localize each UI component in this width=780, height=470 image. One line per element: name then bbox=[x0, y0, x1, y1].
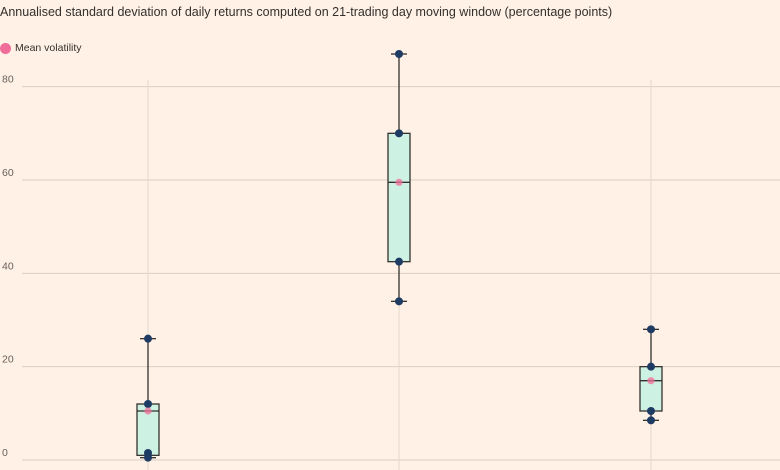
legend: Mean volatility bbox=[0, 42, 82, 54]
data-point bbox=[647, 325, 655, 334]
data-point bbox=[395, 257, 403, 266]
y-axis: 0 20 40 60 80 bbox=[2, 74, 14, 459]
data-point bbox=[647, 407, 655, 415]
y-tick-label: 40 bbox=[2, 260, 14, 272]
box-3 bbox=[639, 325, 663, 425]
box-rect bbox=[387, 132, 411, 263]
mean-point bbox=[395, 178, 403, 186]
chart-subtitle: Annualised standard deviation of daily r… bbox=[0, 5, 613, 19]
data-point bbox=[395, 297, 403, 306]
data-point bbox=[647, 362, 655, 371]
data-point bbox=[395, 129, 403, 138]
box-rect bbox=[639, 366, 663, 412]
y-tick-label: 80 bbox=[2, 74, 14, 86]
data-point bbox=[395, 50, 403, 58]
mean-point bbox=[144, 407, 152, 415]
legend-label-mean: Mean volatility bbox=[15, 42, 82, 54]
y-tick-label: 0 bbox=[2, 447, 8, 459]
box-1 bbox=[136, 334, 160, 462]
mean-point bbox=[647, 377, 655, 385]
legend-swatch-mean bbox=[0, 42, 11, 54]
y-tick-label: 20 bbox=[2, 354, 14, 366]
data-point bbox=[144, 453, 152, 462]
data-point bbox=[144, 400, 152, 408]
y-tick-label: 60 bbox=[2, 167, 14, 179]
data-point bbox=[144, 334, 152, 343]
box-2 bbox=[387, 50, 411, 306]
boxes bbox=[136, 50, 663, 462]
data-point bbox=[647, 416, 655, 425]
